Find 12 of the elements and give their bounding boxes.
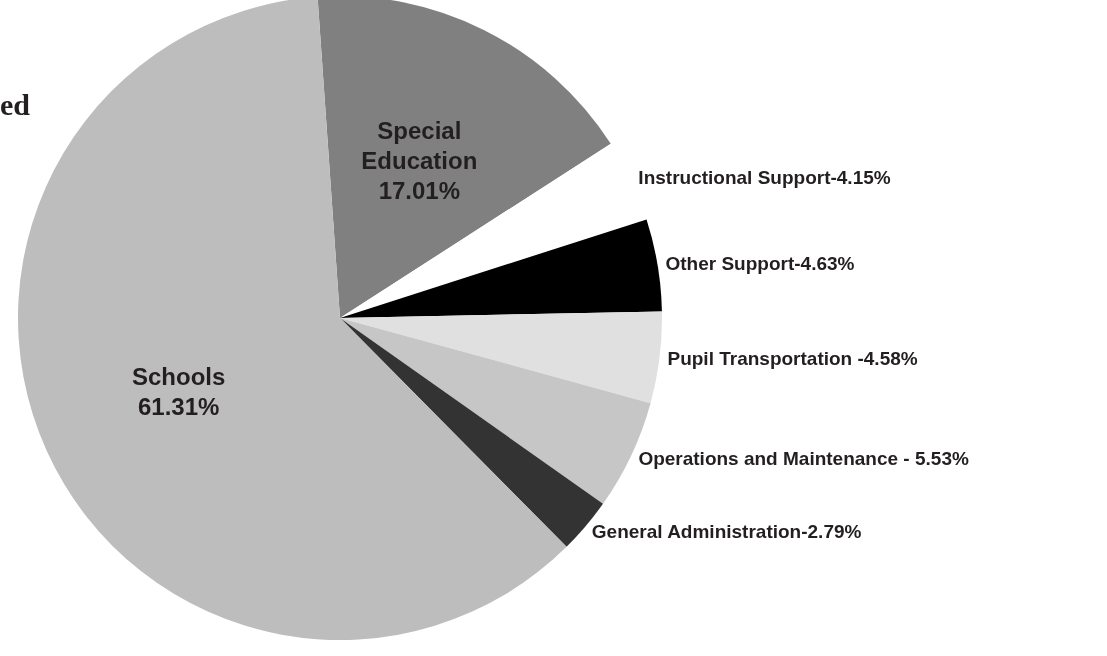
pie-slice bbox=[340, 219, 662, 318]
slice-label: Instructional Support-4.15% bbox=[638, 166, 891, 188]
text: ed bbox=[0, 88, 30, 122]
slice-label: Pupil Transportation -4.58% bbox=[667, 348, 918, 370]
slice-label: Operations and Maintenance - 5.53% bbox=[638, 448, 969, 470]
data-label: 17.01% bbox=[378, 176, 461, 204]
data-label: 61.31% bbox=[137, 392, 220, 420]
slice-label: Special Education bbox=[361, 116, 478, 174]
slice-label: General Administration-2.79% bbox=[591, 520, 862, 542]
pie-slice bbox=[340, 311, 662, 404]
slice-label: Schools bbox=[131, 362, 226, 390]
slice-label: Other Support-4.63% bbox=[665, 253, 855, 275]
